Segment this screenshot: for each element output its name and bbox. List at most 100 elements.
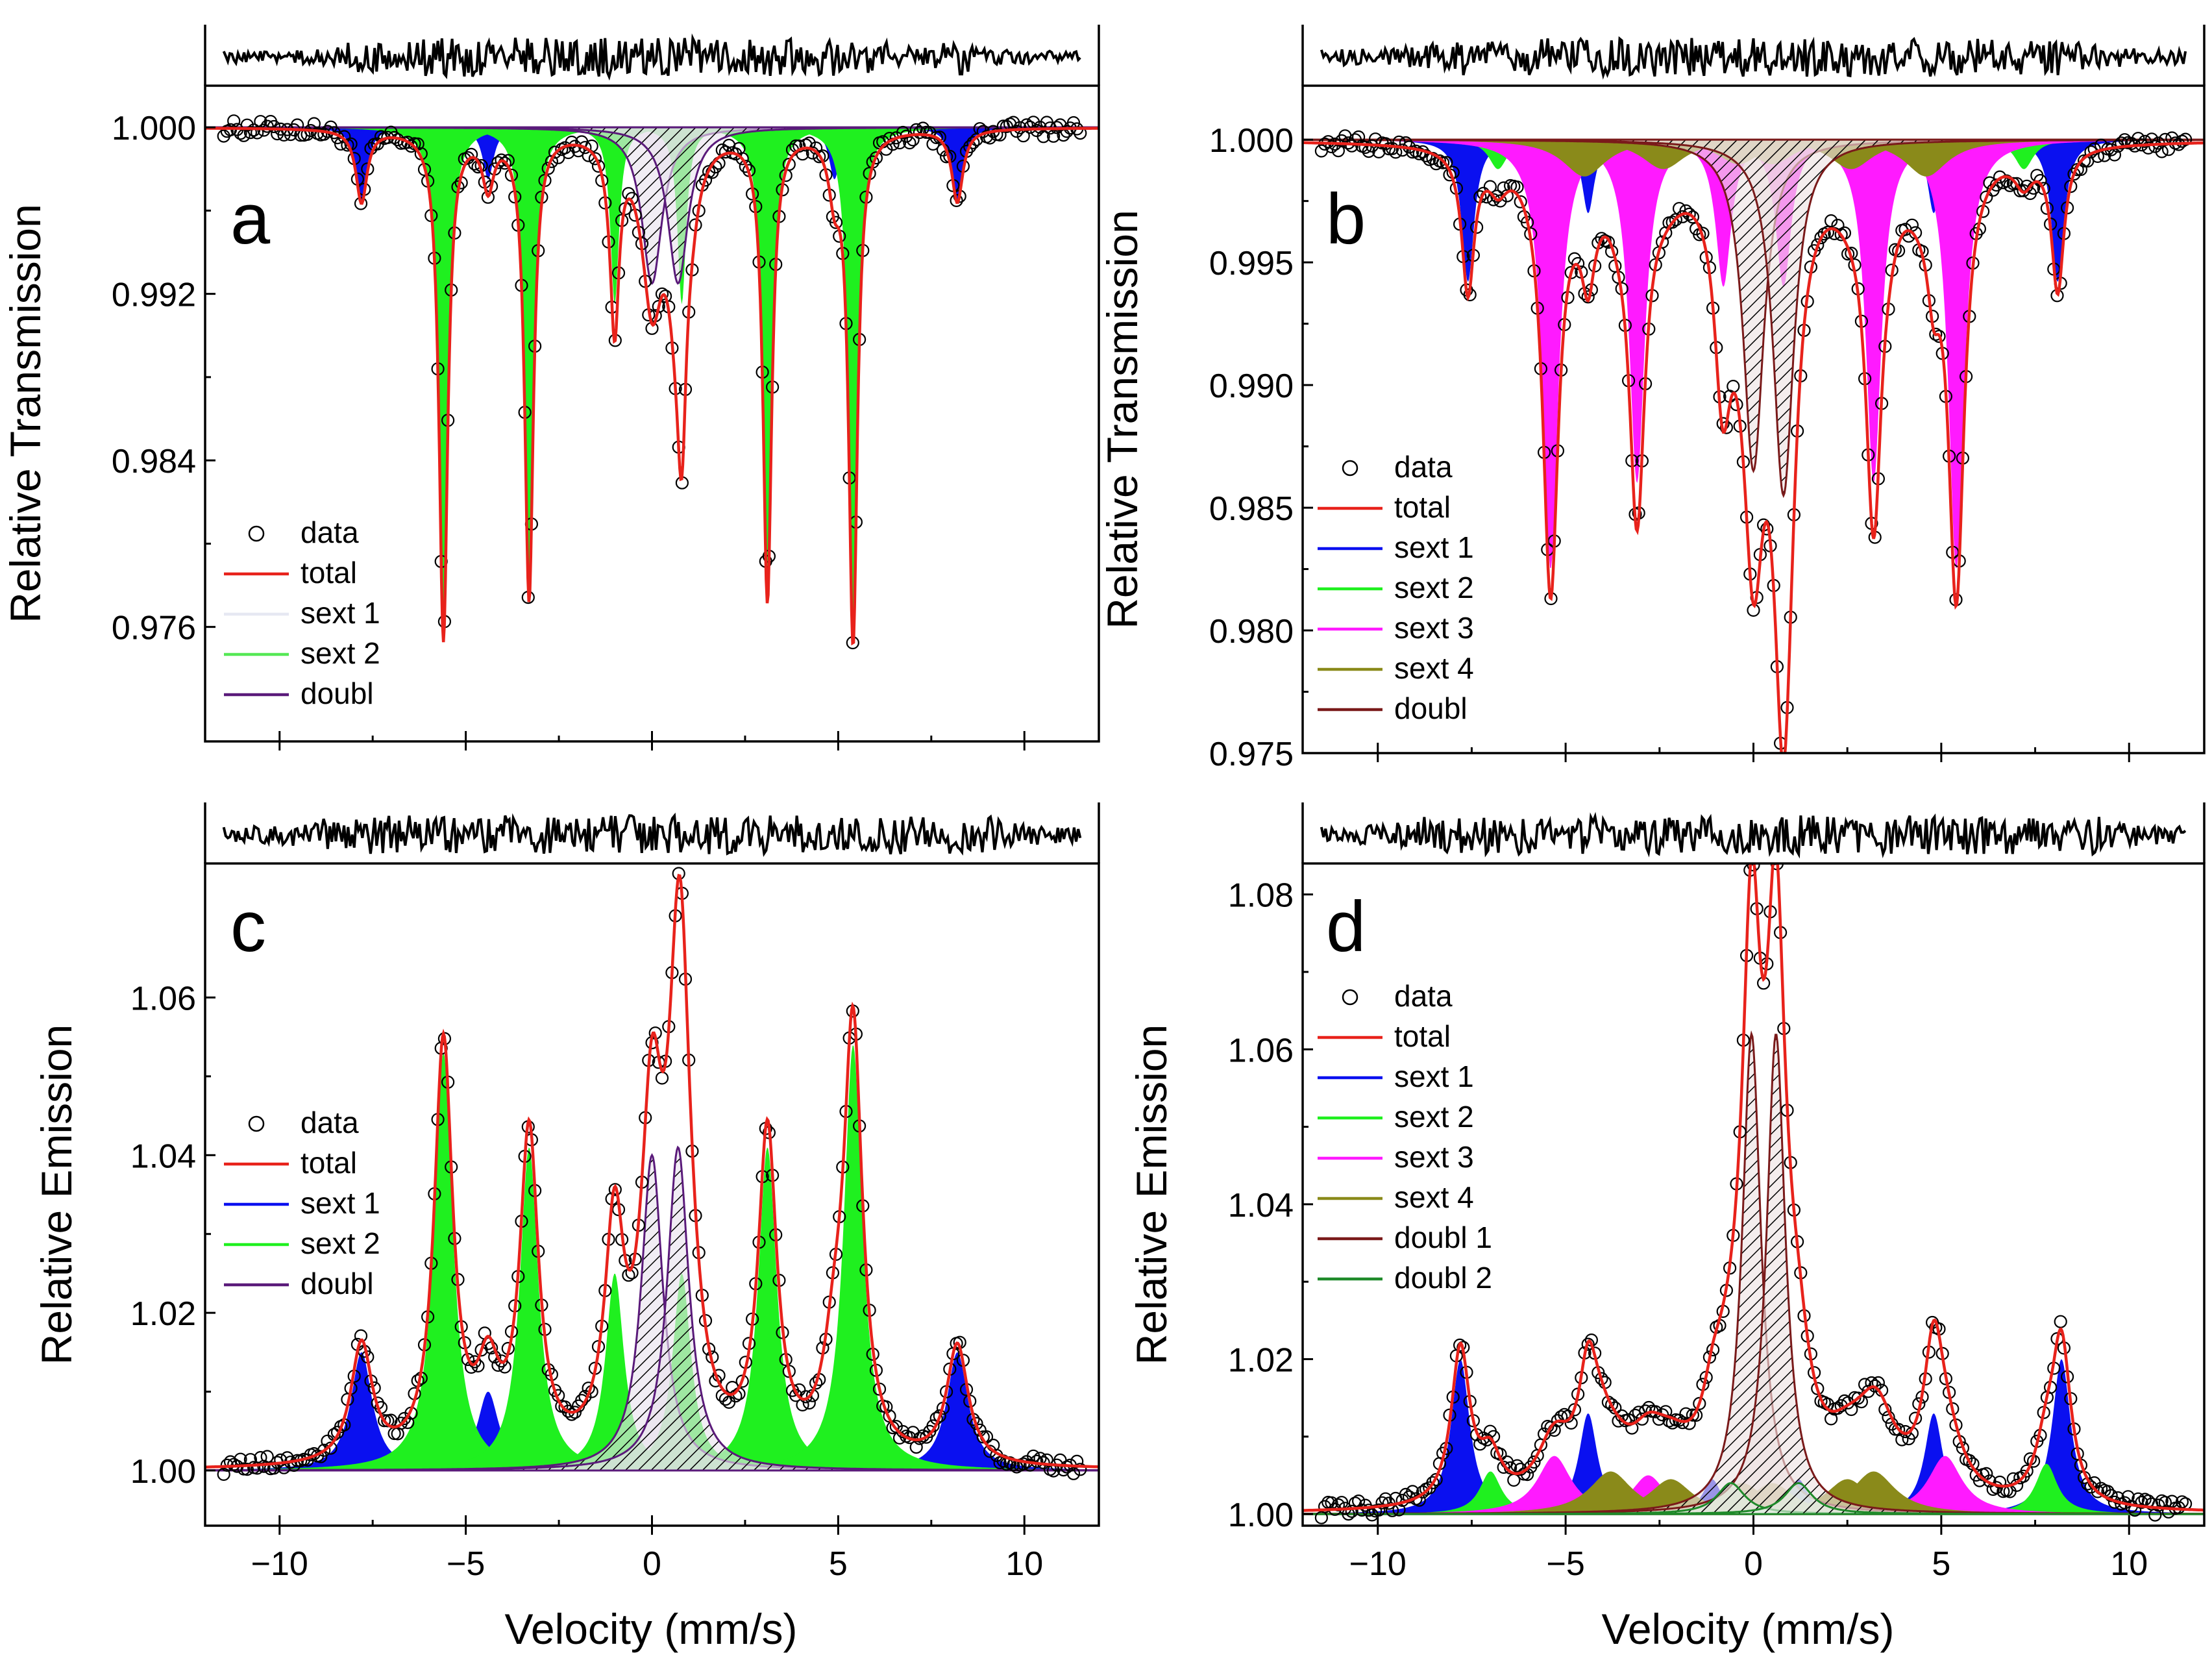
y-tick-label: 1.00: [130, 1453, 196, 1491]
data-point: [404, 140, 418, 153]
data-point: [1682, 1417, 1696, 1430]
data-point: [1929, 327, 1943, 341]
panel-a: 1.000 0.992 0.984 0.976 Relative Transmissio…: [1, 25, 1100, 751]
y-tick-label: 0.975: [1209, 736, 1294, 773]
panel-d: 1.00 1.02 1.04 1.06 1.08 −10 −5 0 5 10 Relative Em…: [1127, 802, 2206, 1583]
x-tick-label: 10: [1005, 1545, 1043, 1583]
data-point: [1365, 1508, 1379, 1522]
data-point: [1345, 139, 1358, 153]
data-point: [1993, 1475, 2007, 1489]
data-point: [2067, 168, 2081, 181]
residual-line-c: [222, 812, 1082, 858]
data-point: [2054, 1315, 2067, 1328]
data-point: [1020, 118, 1033, 132]
legend-marker: [248, 1115, 265, 1132]
data-point: [1581, 1337, 1595, 1351]
y-tick-label: 1.02: [1228, 1342, 1294, 1380]
legend-label: sext 3: [1394, 611, 1474, 645]
data-point: [1372, 1503, 1386, 1517]
data-point: [1544, 1421, 1558, 1434]
total-fit-line-c: [205, 873, 1099, 1469]
data-point: [495, 153, 508, 167]
data-point: [1555, 1410, 1568, 1424]
data-point: [588, 152, 602, 166]
data-point: [1429, 1472, 1443, 1487]
data-point: [1676, 1416, 1690, 1430]
data-point: [2017, 184, 2030, 197]
data-point: [1453, 1338, 1467, 1352]
data-point: [926, 137, 940, 151]
residual-line-a: [222, 33, 1081, 81]
data-point: [1074, 1463, 1087, 1476]
panel-label-d: d: [1326, 887, 1366, 967]
legend-label: sext 4: [1394, 651, 1474, 685]
y-axis-label-b: Relative Transmission: [1098, 210, 1146, 629]
y-tick-label: 1.06: [130, 980, 196, 1017]
legend-label: total: [1394, 1019, 1451, 1053]
data-point: [1659, 1405, 1673, 1419]
legend-label: data: [301, 1106, 359, 1139]
data-point: [2034, 174, 2047, 188]
data-point: [966, 136, 980, 149]
x-tick-label: 0: [643, 1545, 661, 1583]
data-point: [1932, 329, 1946, 343]
data-point: [2121, 1490, 2135, 1504]
data-point: [317, 1443, 331, 1457]
legend-label: sext 2: [1394, 1100, 1474, 1134]
data-point: [1429, 157, 1443, 171]
data-point: [1395, 143, 1409, 157]
legend-b: data total sext 1 sext 2 sext 3 sext 4 doubl: [1318, 450, 1474, 725]
data-point: [829, 216, 843, 229]
data-point: [1003, 1456, 1017, 1470]
data-point: [240, 1463, 254, 1476]
data-point: [2135, 1496, 2148, 1509]
data-point: [722, 1395, 736, 1409]
x-tick-label: −5: [447, 1545, 485, 1583]
data-point: [1865, 1376, 1878, 1390]
panel-b: 1.000 0.995 0.990 0.985 0.980 0.975 Relative T…: [1098, 25, 2206, 773]
x-tick-label: −5: [1546, 1545, 1584, 1583]
legend-marker: [248, 525, 265, 542]
data-point: [2020, 1464, 2034, 1478]
data-point: [324, 1441, 338, 1455]
residual-line-d: [1320, 812, 2187, 859]
legend-marker: [1342, 460, 1358, 477]
y-tick-label: 0.985: [1209, 490, 1294, 528]
legend-label: sext 2: [1394, 571, 1474, 604]
component-fill-c-sext-2-1: [205, 1052, 1099, 1470]
data-point: [227, 114, 241, 128]
data-point: [2006, 177, 2020, 190]
data-point: [2111, 1491, 2125, 1505]
data-point: [933, 1409, 946, 1422]
y-tick-label: 0.990: [1209, 367, 1294, 405]
data-point: [1665, 216, 1679, 229]
data-point: [1440, 156, 1453, 169]
data-point: [545, 155, 559, 168]
legend-label: data: [1394, 979, 1453, 1013]
y-tick-label: 0.980: [1209, 613, 1294, 651]
x-tick-label: 5: [1932, 1545, 1950, 1583]
x-axis-label-right: Velocity (mm/s): [1601, 1605, 1894, 1653]
legend-label: doubl: [1394, 691, 1468, 725]
data-point: [809, 1376, 823, 1390]
legend-label: sext 2: [301, 636, 380, 670]
y-axis-label-a: Relative Transmission: [1, 204, 49, 623]
residual-line-b: [1320, 36, 2187, 80]
legend-label: sext 1: [1394, 530, 1474, 564]
data-point: [1963, 1454, 1976, 1467]
data-point: [1514, 195, 1527, 208]
y-axis-label-c: Relative Emission: [32, 1024, 80, 1365]
data-point: [2138, 134, 2152, 148]
data-point: [739, 160, 752, 173]
plot-area-a: [205, 114, 1099, 650]
data-point: [260, 1450, 274, 1463]
data-point: [274, 1453, 288, 1467]
legend-label: data: [301, 515, 359, 549]
data-point: [401, 136, 415, 149]
data-point: [2155, 145, 2169, 158]
data-point: [2091, 1485, 2104, 1498]
data-point: [2078, 154, 2091, 168]
data-point: [1727, 379, 1740, 393]
y-tick-label: 1.06: [1228, 1032, 1294, 1069]
